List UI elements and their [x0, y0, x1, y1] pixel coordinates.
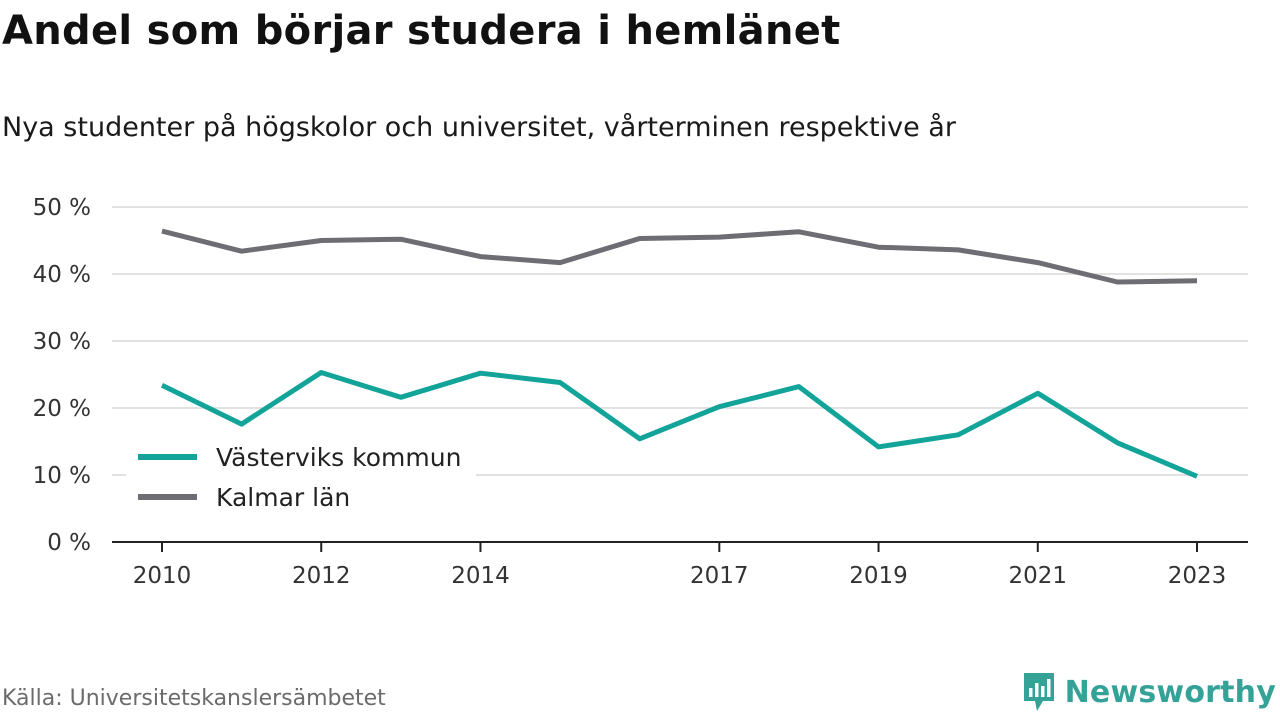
brand: Newsworthy: [1021, 670, 1276, 714]
series-line-kalmar-lan: [161, 228, 1198, 285]
x-tick-label: 2017: [690, 563, 749, 589]
x-tick-label: 2010: [133, 563, 192, 589]
legend-background: [126, 436, 476, 520]
y-tick-label: 40 %: [33, 262, 91, 288]
legend-label: Västerviks kommun: [216, 443, 461, 472]
y-tick-label: 0 %: [47, 530, 91, 556]
y-tick-label: 20 %: [33, 396, 91, 422]
x-tick-label: 2012: [292, 563, 351, 589]
series-layer: [160, 228, 1198, 479]
x-tick-label: 2021: [1008, 563, 1067, 589]
chart-title: Andel som börjar studera i hemlänet: [2, 8, 841, 54]
x-tick-label: 2019: [849, 563, 908, 589]
y-tick-label: 10 %: [33, 463, 91, 489]
y-tick-label: 30 %: [33, 329, 91, 355]
newsworthy-logo-icon: [1023, 673, 1054, 711]
line-chart: 0 % 10 % 20 % 30 % 40 % 50 % 2010 2012 2014 2017 2…: [33, 195, 1248, 589]
brand-name: Newsworthy: [1064, 674, 1276, 710]
x-tick-label: 2023: [1168, 563, 1227, 589]
chart-subtitle: Nya studenter på högskolor och universit…: [2, 112, 956, 143]
legend: Västerviks kommun Kalmar län: [126, 436, 476, 520]
series-line-vasterviks-kommun: [160, 370, 1198, 479]
x-tick-label: 2014: [451, 563, 510, 589]
y-tick-label: 50 %: [33, 195, 91, 221]
legend-label: Kalmar län: [216, 483, 350, 512]
axis-layer: 0 % 10 % 20 % 30 % 40 % 50 % 2010 2012 2014 2017 2…: [33, 195, 1248, 589]
source-note: Källa: Universitetskanslersämbetet: [2, 686, 386, 711]
